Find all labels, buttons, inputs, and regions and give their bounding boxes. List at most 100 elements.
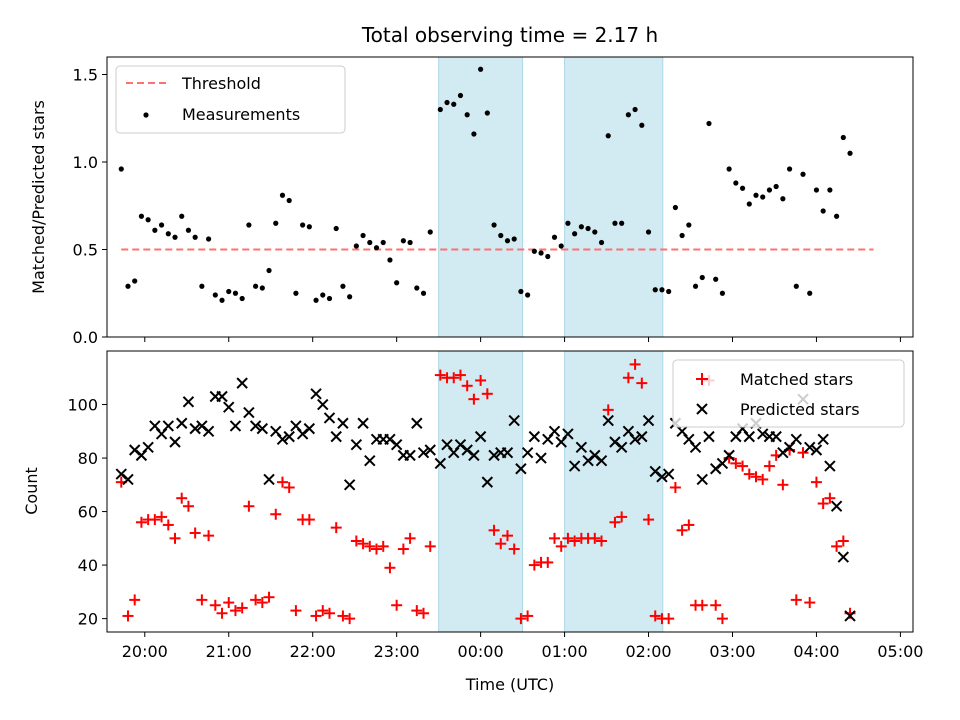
- bottom-y-tick-label: 60: [78, 503, 98, 522]
- predicted-star-point-b: [317, 398, 329, 411]
- predicted-star-point: [562, 428, 574, 440]
- measurement-point: [739, 185, 746, 191]
- predicted-star-point-b: [249, 420, 262, 432]
- predicted-star-point-b: [521, 446, 534, 459]
- measurement-point: [800, 171, 806, 177]
- matched-star-point: [337, 610, 349, 622]
- matched-star-point: [243, 500, 255, 512]
- predicted-star-point: [548, 425, 561, 437]
- measurement-point: [713, 276, 719, 282]
- measurement-point: [427, 229, 433, 235]
- predicted-star-point: [202, 425, 215, 437]
- predicted-star-point-b: [488, 449, 500, 462]
- predicted-star-point-b: [461, 444, 473, 456]
- predicted-star-point: [770, 430, 782, 443]
- matched-star-point: [209, 599, 221, 611]
- predicted-star-point: [662, 468, 675, 480]
- measurement-point: [360, 232, 366, 239]
- matched-star-point: [676, 524, 688, 536]
- predicted-star-point-b: [481, 476, 494, 488]
- predicted-star-point: [317, 398, 329, 411]
- matched-star-point: [515, 613, 527, 625]
- measurement-point: [478, 66, 484, 72]
- predicted-star-point-b: [830, 500, 843, 512]
- matched-star-point: [176, 492, 188, 504]
- predicted-star-point: [629, 433, 641, 446]
- predicted-star-point: [364, 455, 376, 467]
- matched-star-point: [135, 516, 147, 528]
- matched-star-point: [522, 610, 534, 622]
- bottom-panel: 20 40 60 80 100 20:00 21:00 22:00 23:00 00:00 01:…: [22, 350, 923, 694]
- predicted-star-point-b: [501, 446, 514, 459]
- measurement-point: [692, 283, 699, 289]
- measurement-point: [158, 222, 165, 228]
- predicted-star-point: [535, 452, 547, 464]
- measurement-point: [471, 131, 477, 137]
- measurement-point: [420, 290, 427, 296]
- predicted-star-point: [142, 441, 154, 454]
- top-y-tick-label: 1.5: [73, 66, 98, 85]
- matched-star-point: [763, 460, 775, 472]
- shaded-span: [438, 350, 524, 633]
- measurement-point: [585, 225, 591, 232]
- measurement-point: [253, 283, 259, 289]
- measurement-point: [504, 238, 511, 244]
- x-tick-label: 20:00: [122, 642, 168, 661]
- measurement-point: [279, 192, 286, 198]
- measurement-point: [313, 297, 319, 303]
- measurement-point: [484, 110, 490, 116]
- predicted-star-point: [310, 388, 322, 400]
- measurement-point: [820, 208, 826, 214]
- matched-star-point: [548, 532, 560, 544]
- predicted-star-point-b: [417, 446, 430, 459]
- matched-star-point: [501, 530, 513, 542]
- matched-star-point: [276, 476, 288, 488]
- matched-star-point: [797, 447, 809, 459]
- predicted-star-point-b: [189, 422, 201, 435]
- matched-star-point: [616, 511, 628, 523]
- legend-matched-swatch: [696, 373, 708, 385]
- matched-star-point: [310, 610, 322, 622]
- predicted-star-point-b: [330, 430, 342, 443]
- predicted-star-point: [162, 420, 174, 432]
- legend-matched-label: Matched stars: [740, 370, 853, 389]
- chart-title: Total observing time = 2.17 h: [361, 23, 658, 47]
- measurement-point: [437, 106, 443, 113]
- matched-star-point: [555, 540, 567, 552]
- predicted-star-point: [424, 444, 436, 456]
- matched-star-point: [448, 372, 460, 384]
- predicted-star-point: [216, 390, 228, 403]
- measurement-point: [525, 292, 531, 298]
- predicted-star-point-b: [115, 468, 127, 480]
- measurement-point: [518, 288, 524, 295]
- predicted-star-point: [357, 417, 369, 429]
- predicted-star-point-b: [236, 377, 248, 389]
- measurement-point: [118, 166, 124, 172]
- predicted-star-point: [481, 476, 494, 488]
- matched-star-point: [508, 543, 520, 555]
- matched-star-point: [323, 607, 335, 619]
- top-y-ticks: 0.0 0.5 1.0 1.5: [73, 66, 107, 347]
- predicted-star-point-b: [323, 412, 336, 424]
- measurement-point: [380, 239, 386, 246]
- bottom-y-tick-label: 40: [78, 556, 98, 575]
- predicted-star-point-b: [535, 452, 547, 464]
- predicted-star-point-b: [474, 430, 487, 443]
- matched-star-point: [602, 404, 614, 416]
- predicted-star-point-b: [844, 610, 856, 622]
- measurement-point: [612, 220, 618, 226]
- predicted-star-point-b: [804, 441, 816, 454]
- measurement-point: [286, 197, 292, 204]
- measurement-point: [766, 187, 773, 193]
- predicted-star-point-b: [357, 417, 369, 429]
- predicted-star-point: [575, 441, 588, 454]
- predicted-star-point-b: [256, 422, 269, 435]
- predicted-star-point: [696, 473, 708, 486]
- matched-star-point: [757, 473, 769, 485]
- measurement-point: [619, 220, 625, 226]
- measurement-point: [833, 213, 840, 219]
- predicted-star-point: [303, 422, 316, 435]
- matched-star-point: [730, 457, 742, 469]
- predicted-star-point-b: [142, 441, 154, 454]
- predicted-star-point: [810, 444, 823, 456]
